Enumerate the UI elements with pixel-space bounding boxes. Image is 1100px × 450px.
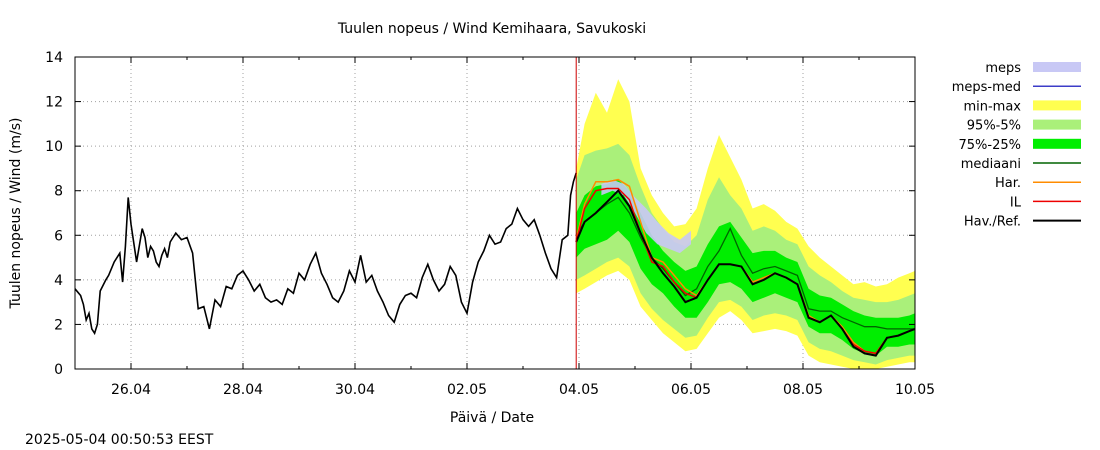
series-observed (74, 172, 577, 336)
legend-swatch (1033, 119, 1081, 130)
legend-label: 75%-25% (959, 138, 1021, 153)
legend-label: IL (1010, 195, 1022, 210)
y-tick-label: 4 (54, 273, 63, 289)
legend-label: min-max (963, 99, 1021, 114)
y-tick-label: 10 (45, 139, 63, 155)
y-tick-label: 12 (45, 95, 63, 111)
x-tick-label: 02.05 (447, 382, 487, 398)
timestamp: 2025-05-04 00:50:53 EEST (25, 432, 214, 448)
x-tick-label: 10.05 (895, 382, 935, 398)
legend-label: meps-med (952, 80, 1021, 95)
chart-title: Tuulen nopeus / Wind Kemihaara, Savukosk… (337, 21, 646, 37)
series-mediaani (575, 196, 915, 330)
y-axis-label: Tuulen nopeus / Wind (m/s) (8, 118, 24, 310)
y-tick-label: 8 (54, 184, 63, 200)
legend: meps meps-med min-max 95%-5% 75%-25% mediaani… (952, 61, 1081, 230)
legend-label: Har. (995, 176, 1021, 191)
x-tick-label: 06.05 (671, 382, 711, 398)
legend-swatch (1033, 62, 1081, 72)
band-meps (601, 179, 691, 254)
y-tick-label: 2 (54, 317, 63, 333)
legend-label: mediaani (961, 157, 1021, 172)
y-tick-label: 14 (45, 50, 63, 66)
x-tick-label: 04.05 (559, 382, 599, 398)
legend-swatch (1033, 138, 1081, 149)
y-tick-label: 0 (54, 362, 63, 378)
legend-label: meps (985, 61, 1021, 76)
x-axis-label: Päivä / Date (450, 410, 534, 426)
x-tick-label: 26.04 (111, 382, 151, 398)
x-tick-label: 30.04 (335, 382, 375, 398)
legend-label: 95%-5% (967, 119, 1021, 134)
legend-label: Hav./Ref. (964, 215, 1021, 230)
series-observed-forecast (575, 189, 916, 357)
x-tick-label: 08.05 (783, 382, 823, 398)
x-tick-label: 28.04 (223, 382, 263, 398)
legend-swatch (1033, 100, 1081, 111)
plot-area: 0 2 4 6 8 10 12 14 26.04 28.04 30.04 02.05 04.05 06.0… (45, 50, 935, 398)
y-tick-label: 6 (54, 228, 63, 244)
plot-frame (74, 56, 916, 370)
